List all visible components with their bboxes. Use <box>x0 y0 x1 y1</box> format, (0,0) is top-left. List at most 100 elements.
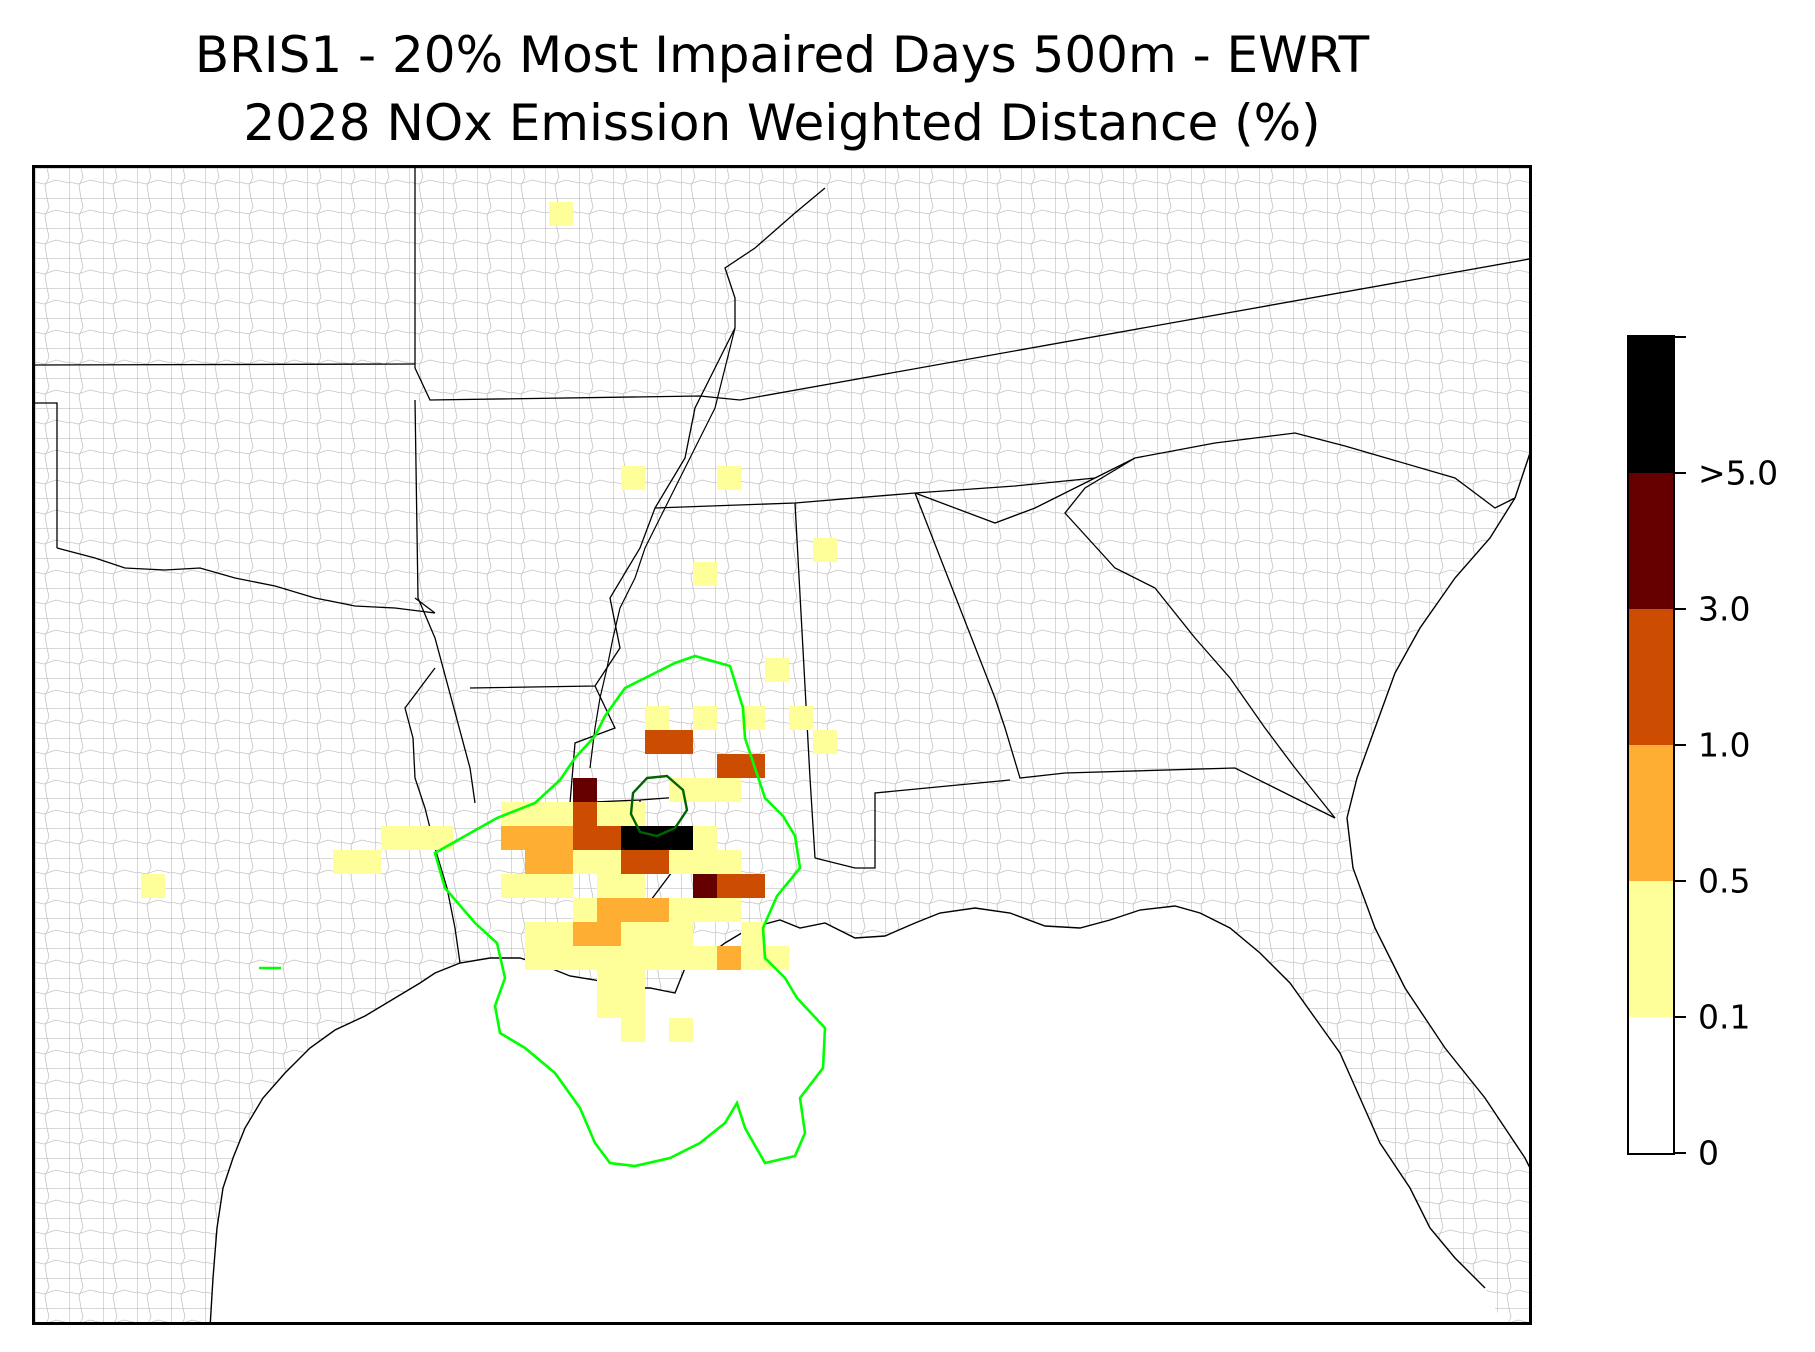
emission-cell <box>549 874 573 898</box>
emission-cells <box>141 202 837 1042</box>
emission-cell <box>717 754 741 778</box>
emission-cell <box>621 1018 645 1042</box>
colorbar-tick <box>1675 472 1686 475</box>
emission-cell <box>381 826 405 850</box>
map-title-line-1: BRIS1 - 20% Most Impaired Days 500m - EW… <box>194 26 1370 84</box>
emission-cell <box>789 706 813 730</box>
emission-cell <box>741 874 765 898</box>
colorbar-tick-label: 3.0 <box>1698 589 1751 629</box>
emission-cell <box>525 922 549 946</box>
emission-cell <box>597 922 621 946</box>
emission-cell <box>645 898 669 922</box>
emission-cell <box>621 994 645 1018</box>
county-grid <box>35 168 1529 1322</box>
emission-cell <box>597 946 621 970</box>
map-title-line-2: 2028 NOx Emission Weighted Distance (%) <box>243 94 1321 152</box>
emission-cell <box>333 850 357 874</box>
colorbar-segment <box>1629 337 1673 474</box>
emission-cell <box>549 202 573 226</box>
emission-cell <box>741 946 765 970</box>
colorbar-tick <box>1675 744 1686 746</box>
colorbar <box>1627 335 1675 1155</box>
emission-cell <box>645 850 669 874</box>
emission-cell <box>573 826 597 850</box>
emission-cell <box>693 874 717 898</box>
colorbar-tick <box>1675 608 1686 611</box>
emission-cell <box>693 562 717 586</box>
emission-cell <box>549 850 573 874</box>
emission-cell <box>501 874 525 898</box>
emission-cell <box>669 1018 693 1042</box>
emission-cell <box>765 946 789 970</box>
emission-cell <box>597 850 621 874</box>
emission-cell <box>717 778 741 802</box>
emission-cell <box>573 850 597 874</box>
emission-cell <box>669 922 693 946</box>
emission-cell <box>549 802 573 826</box>
colorbar-tick-label: 0.1 <box>1698 997 1751 1037</box>
colorbar-tick-label: 0.5 <box>1698 861 1751 901</box>
emission-cell <box>357 850 381 874</box>
colorbar-tick <box>1675 1151 1686 1154</box>
emission-cell <box>501 826 525 850</box>
emission-cell <box>525 874 549 898</box>
emission-cell <box>669 730 693 754</box>
emission-cell <box>813 538 837 562</box>
emission-cell <box>525 826 549 850</box>
emission-cell <box>405 826 429 850</box>
emission-cell <box>645 826 669 850</box>
emission-cell <box>621 898 645 922</box>
colorbar-tick-label: >5.0 <box>1698 453 1779 493</box>
emission-cell <box>141 874 165 898</box>
emission-cell <box>621 874 645 898</box>
emission-cell <box>549 826 573 850</box>
emission-cell <box>693 706 717 730</box>
emission-cell <box>621 466 645 490</box>
emission-cell <box>693 946 717 970</box>
emission-cell <box>693 898 717 922</box>
inner-contour <box>629 774 689 838</box>
emission-cell <box>717 898 741 922</box>
emission-cell <box>429 826 453 850</box>
colorbar-segment <box>1629 744 1673 881</box>
emission-cell <box>645 706 669 730</box>
emission-cell <box>573 946 597 970</box>
emission-cell <box>693 826 717 850</box>
emission-cell <box>765 658 789 682</box>
emission-cell <box>597 874 621 898</box>
emission-cell <box>525 850 549 874</box>
emission-cell <box>573 778 597 802</box>
emission-cell <box>669 898 693 922</box>
colorbar-tick <box>1675 336 1686 338</box>
emission-cell <box>717 946 741 970</box>
colorbar-tick <box>1675 879 1686 882</box>
emission-cell <box>645 730 669 754</box>
emission-cell <box>645 946 669 970</box>
colorbar-tick-label: 1.0 <box>1698 725 1751 765</box>
emission-cell <box>693 778 717 802</box>
emission-cell <box>597 970 621 994</box>
emission-cell <box>621 850 645 874</box>
map-panel <box>32 165 1532 1325</box>
emission-cell <box>573 898 597 922</box>
emission-cell <box>621 970 645 994</box>
colorbar-segment <box>1629 472 1673 610</box>
map-canvas <box>35 168 1529 1322</box>
emission-cell <box>597 802 621 826</box>
emission-cell <box>525 946 549 970</box>
emission-cell <box>669 946 693 970</box>
emission-cell <box>621 802 645 826</box>
emission-cell <box>549 946 573 970</box>
emission-cell <box>573 802 597 826</box>
emission-cell <box>717 466 741 490</box>
emission-cell <box>669 850 693 874</box>
emission-cell <box>645 922 669 946</box>
emission-cell <box>717 850 741 874</box>
land-area <box>35 168 1529 1322</box>
emission-cell <box>549 922 573 946</box>
colorbar-tick-label: 0 <box>1698 1133 1719 1172</box>
emission-cell <box>621 946 645 970</box>
emission-cell <box>573 922 597 946</box>
colorbar-segment <box>1629 608 1673 745</box>
emission-cell <box>597 994 621 1018</box>
